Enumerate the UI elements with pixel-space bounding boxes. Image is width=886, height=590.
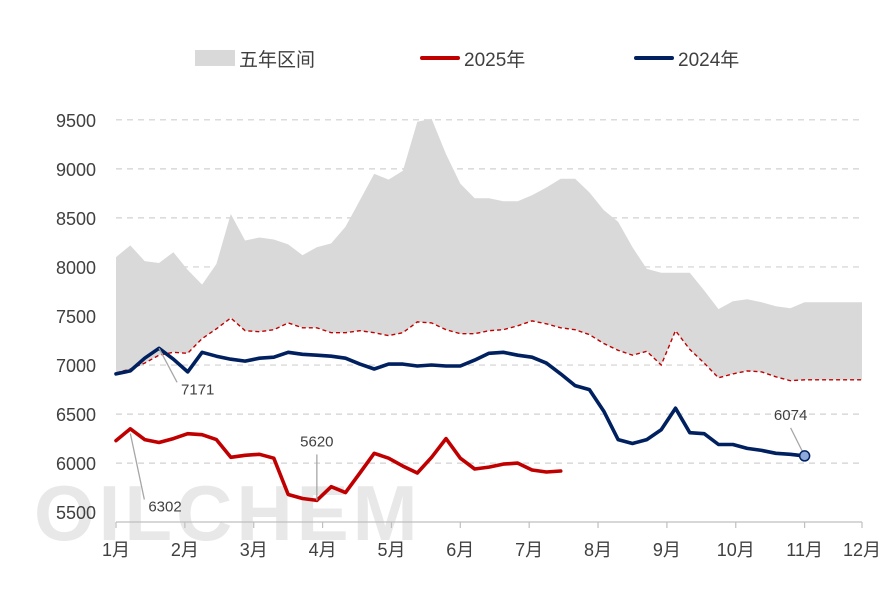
x-tick-label: 12月	[843, 540, 881, 560]
y-tick-label: 8000	[56, 258, 96, 278]
legend-item-five-year-range: 五年区间	[195, 44, 315, 72]
series-lines	[114, 346, 807, 503]
annotation-label: 5620	[300, 433, 333, 450]
y-tick-label: 6500	[56, 405, 96, 425]
x-tick-label: 6月	[446, 540, 474, 560]
y-tick-label: 9500	[56, 111, 96, 131]
x-tick-label: 8月	[584, 540, 612, 560]
x-tick-label: 1月	[102, 540, 130, 560]
x-tick-label: 9月	[653, 540, 681, 560]
x-tick-label: 7月	[515, 540, 543, 560]
y-tick-label: 7500	[56, 307, 96, 327]
x-axis-ticks: 1月 2月 3月 4月 5月 6月 7月 8月 9月 10月 11月 12月	[102, 521, 881, 560]
legend: 五年区间 2025年 2024年	[0, 44, 886, 72]
legend-swatch-2024	[634, 56, 674, 60]
legend-swatch-2025	[420, 56, 460, 60]
annotations: 7171 6302 5620 6074	[129, 347, 811, 516]
y-tick-label: 6000	[56, 454, 96, 474]
legend-swatch-band	[195, 50, 235, 66]
x-tick-label: 10月	[717, 540, 755, 560]
legend-label-five-year-range: 五年区间	[239, 49, 316, 71]
legend-label-2025: 2025年	[464, 49, 526, 71]
x-tick-label: 3月	[240, 540, 268, 560]
series-2025-line	[114, 427, 563, 503]
five-year-range-area	[116, 118, 862, 381]
y-tick-label: 5500	[56, 503, 96, 523]
y-axis-ticks: 5500 6000 6500 7000 7500 8000 8500 9000 9500	[56, 111, 96, 523]
x-tick-label: 5月	[377, 540, 405, 560]
annotation-label: 6302	[148, 499, 181, 516]
y-tick-label: 9000	[56, 160, 96, 180]
series-2024-line	[114, 346, 807, 458]
x-tick-label: 4月	[309, 540, 337, 560]
y-tick-label: 7000	[56, 356, 96, 376]
annotation-label: 6074	[774, 407, 807, 424]
y-tick-label: 8500	[56, 209, 96, 229]
legend-item-2024: 2024年	[634, 44, 739, 72]
series-2024-end-marker	[798, 450, 811, 462]
annotation-leader	[158, 347, 178, 383]
x-tick-label: 11月	[786, 540, 823, 560]
x-tick-label: 2月	[171, 540, 199, 560]
five-year-range-band	[115, 118, 862, 382]
legend-label-2024: 2024年	[678, 49, 740, 71]
annotation-label: 7171	[181, 381, 214, 398]
annotation-leader	[129, 433, 145, 500]
legend-item-2025: 2025年	[420, 44, 525, 72]
